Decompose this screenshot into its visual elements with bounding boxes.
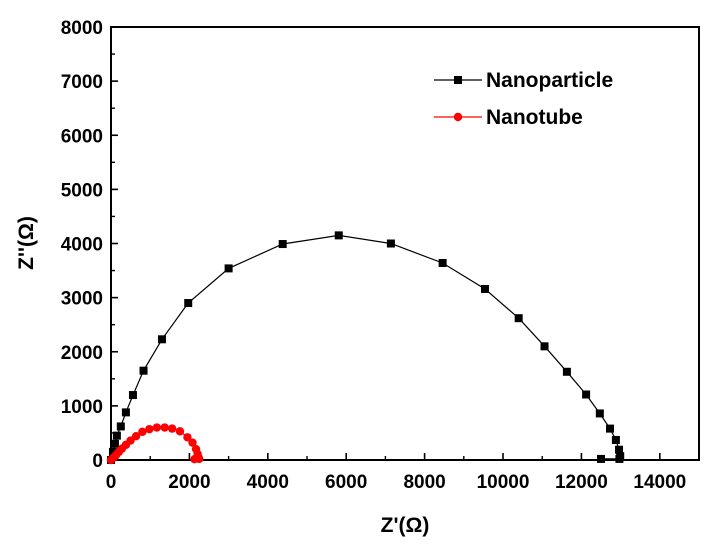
- x-tick-label: 4000: [247, 472, 289, 493]
- data-point: [540, 342, 549, 351]
- y-tick-label: 5000: [61, 180, 103, 201]
- y-tick-label: 4000: [61, 235, 103, 256]
- data-point: [157, 335, 166, 344]
- x-tick-label: 8000: [403, 472, 445, 493]
- data-point: [438, 258, 447, 267]
- data-point: [183, 433, 192, 442]
- data-point: [160, 423, 169, 432]
- legend-label: Nanotube: [486, 106, 583, 129]
- data-point: [514, 314, 523, 323]
- data-point: [386, 239, 395, 248]
- data-point: [184, 299, 193, 308]
- series-nanoparticle: [107, 231, 625, 464]
- tick-labels: 0 2000 4000 6000 8000 10000 12000 14000 0 1000 200…: [61, 18, 687, 493]
- y-tick-label: 7000: [61, 72, 103, 93]
- data-point: [145, 424, 154, 434]
- legend-item-nanoparticle: Nanoparticle: [434, 69, 613, 92]
- legend-marker: [453, 112, 463, 122]
- data-point: [139, 366, 148, 375]
- data-point: [112, 431, 121, 440]
- x-tick-label: 12000: [555, 472, 608, 493]
- data-point: [138, 427, 147, 437]
- data-point: [562, 367, 571, 376]
- data-point: [278, 240, 287, 249]
- data-point: [121, 408, 130, 417]
- series-layer: [106, 231, 625, 465]
- data-point: [611, 435, 620, 444]
- data-point: [131, 431, 141, 441]
- data-point: [224, 264, 233, 273]
- data-point: [128, 391, 137, 400]
- y-tick-label: 2000: [61, 343, 103, 364]
- data-point: [615, 454, 624, 463]
- legend-marker: [454, 76, 462, 84]
- x-tick-label: 14000: [633, 472, 686, 493]
- y-tick-label: 3000: [61, 289, 103, 310]
- data-point: [597, 454, 605, 463]
- data-point: [480, 284, 489, 293]
- data-point: [615, 445, 624, 454]
- legend: Nanoparticle Nanotube: [434, 69, 613, 129]
- data-point: [152, 423, 162, 432]
- data-point: [175, 427, 185, 436]
- data-point: [606, 424, 615, 433]
- data-point: [334, 231, 343, 240]
- x-axis-title: Z'(Ω): [381, 514, 430, 537]
- legend-label: Nanoparticle: [486, 69, 613, 92]
- x-tick-label: 2000: [168, 472, 210, 493]
- data-point: [190, 454, 199, 464]
- data-point: [582, 390, 591, 399]
- y-tick-label: 0: [92, 451, 103, 472]
- series-nanotube: [106, 423, 204, 465]
- y-tick-label: 6000: [61, 126, 103, 147]
- y-tick-label: 8000: [61, 18, 103, 39]
- data-point: [110, 439, 119, 448]
- y-axis-title: Z''(Ω): [15, 216, 38, 270]
- data-point: [108, 447, 117, 456]
- x-tick-label: 0: [106, 472, 117, 493]
- y-tick-label: 1000: [61, 397, 103, 418]
- data-point: [188, 438, 197, 447]
- x-tick-label: 6000: [325, 472, 367, 493]
- data-point: [595, 409, 604, 418]
- legend-item-nanotube: Nanotube: [434, 106, 583, 129]
- data-point: [116, 422, 125, 431]
- x-tick-label: 10000: [477, 472, 530, 493]
- data-point: [167, 424, 177, 433]
- tick-marks: [110, 26, 661, 461]
